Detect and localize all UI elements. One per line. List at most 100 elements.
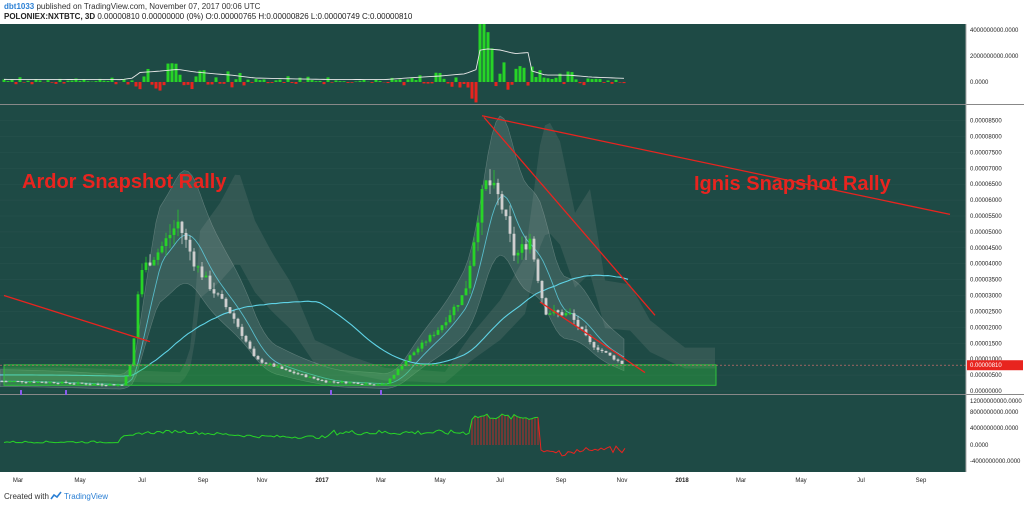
candle-body <box>188 239 192 252</box>
volume-bar <box>450 82 454 87</box>
volume-bar <box>178 74 182 82</box>
price-chart[interactable]: 0.00008500 0.00008000 0.00007500 0.00007000… <box>0 24 1024 488</box>
candle-body <box>280 366 284 369</box>
candle-body <box>228 307 232 314</box>
indicator-overlays <box>0 115 717 390</box>
candle-body <box>16 381 20 383</box>
candle-body <box>40 381 44 383</box>
candle-body <box>208 275 212 290</box>
candle-body <box>156 252 160 260</box>
author-link[interactable]: dbt1033 <box>4 2 35 11</box>
candle-body <box>332 381 336 383</box>
volume-bar <box>126 82 130 85</box>
volume-bar <box>506 82 510 90</box>
volume-bar <box>614 79 618 82</box>
candle-body <box>236 318 240 327</box>
candle-body <box>24 382 28 384</box>
volume-bar <box>534 77 538 82</box>
candle-body <box>388 378 392 384</box>
volume-bar <box>274 80 278 82</box>
support-zone <box>3 364 717 386</box>
time-tick-label: Jul <box>138 478 146 484</box>
time-tick-label: May <box>795 478 806 484</box>
price-tick-label: 0.00003000 <box>970 294 1002 300</box>
volume-bar <box>222 82 226 84</box>
candle-body <box>136 294 140 339</box>
candle-body <box>348 382 352 384</box>
fast-moving-average <box>0 195 625 385</box>
candle-body <box>320 380 324 382</box>
candle-body <box>64 381 68 383</box>
volume-bar <box>586 78 590 82</box>
volume-bar <box>78 80 82 82</box>
candle-body <box>160 246 164 253</box>
candle-body <box>508 216 512 234</box>
volume-bar <box>318 80 322 82</box>
candle-body <box>204 275 208 278</box>
volume-bar <box>290 82 294 84</box>
candle-body <box>380 383 384 385</box>
tradingview-brand[interactable]: TradingView <box>64 492 109 501</box>
volume-bar <box>498 73 502 82</box>
volume-bar <box>246 79 250 82</box>
candle-body <box>340 381 344 383</box>
candle-body <box>300 374 304 376</box>
volume-bar <box>322 82 326 85</box>
volume-bar <box>254 78 258 82</box>
volume-bar <box>342 81 346 82</box>
candle-body <box>336 381 340 383</box>
candle-body <box>164 238 168 247</box>
price-tick-label: 0.00000000 <box>970 389 1002 395</box>
candle-body <box>532 238 536 260</box>
volume-bar <box>338 81 342 82</box>
candle-body <box>316 378 320 381</box>
candle-body <box>396 369 400 376</box>
chart-header: dbt1033 published on TradingView.com, No… <box>0 0 1024 24</box>
candle-body <box>200 266 204 278</box>
candle-body <box>60 381 64 384</box>
price-tick-label: 0.00000500 <box>970 373 1002 379</box>
candle-body <box>420 342 424 349</box>
volume-bar <box>54 82 58 84</box>
candle-body <box>536 259 540 281</box>
volume-bar <box>154 82 158 89</box>
signal-marker <box>20 390 22 396</box>
volume-bar <box>170 63 174 82</box>
time-tick-label: May <box>434 478 445 484</box>
slow-moving-average <box>0 274 629 377</box>
volume-bar <box>478 24 482 82</box>
candle-body <box>432 334 436 336</box>
time-tick-label: Nov <box>257 478 268 484</box>
candle-body <box>100 384 104 386</box>
price-tick-label: 0.00004000 <box>970 262 1002 268</box>
volume-bar <box>234 79 238 82</box>
time-tick-label: Nov <box>617 478 628 484</box>
signal-marker <box>380 390 382 396</box>
volume-bar <box>10 79 14 82</box>
candle-body <box>292 371 296 374</box>
volume-bar <box>466 82 470 88</box>
volume-bar <box>414 80 418 82</box>
price-tick-label: 0.00005000 <box>970 230 1002 236</box>
volume-bar <box>606 80 610 82</box>
volume-tick-label: 0.0000 <box>970 80 989 86</box>
volume-bar <box>362 79 366 82</box>
last-price-label: 0.00000810 <box>970 363 1002 369</box>
volume-bar <box>114 82 118 85</box>
panel-bg <box>0 395 966 472</box>
volume-bar <box>526 82 530 86</box>
volume-bar <box>262 79 266 82</box>
volume-bar <box>210 82 214 85</box>
candle-body <box>268 363 272 365</box>
candle-body <box>392 375 396 379</box>
volume-bar <box>282 82 286 84</box>
candle-body <box>72 383 76 385</box>
candle-body <box>376 384 380 386</box>
volume-bar <box>50 82 54 83</box>
tradingview-logo-icon <box>50 491 62 500</box>
candle-body <box>8 381 12 383</box>
volume-bar <box>470 82 474 99</box>
oscillator-line <box>3 413 539 444</box>
price-tick-label: 0.00005500 <box>970 214 1002 220</box>
volume-bar <box>270 82 274 83</box>
